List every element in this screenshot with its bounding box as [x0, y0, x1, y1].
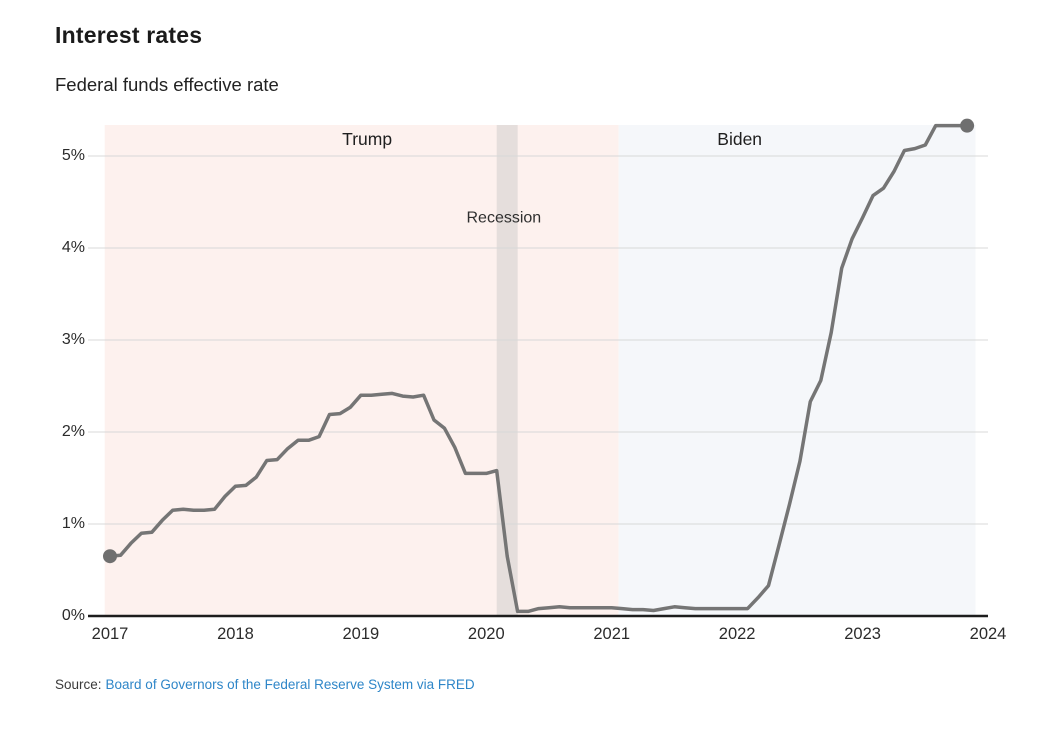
page-title: Interest rates — [55, 22, 203, 48]
source-line: Source: Board of Governors of the Federal… — [55, 676, 475, 693]
source-label: Source: — [55, 677, 102, 692]
rate-line — [108, 123, 969, 614]
source-link[interactable]: Board of Governors of the Federal Reserv… — [105, 677, 475, 692]
chart-subtitle: Federal funds effective rate — [55, 74, 279, 95]
line-start-dot — [103, 549, 117, 564]
line-end-dot — [960, 118, 975, 133]
presidency-region-trump — [104, 125, 619, 616]
presidency-region-biden — [618, 125, 976, 616]
